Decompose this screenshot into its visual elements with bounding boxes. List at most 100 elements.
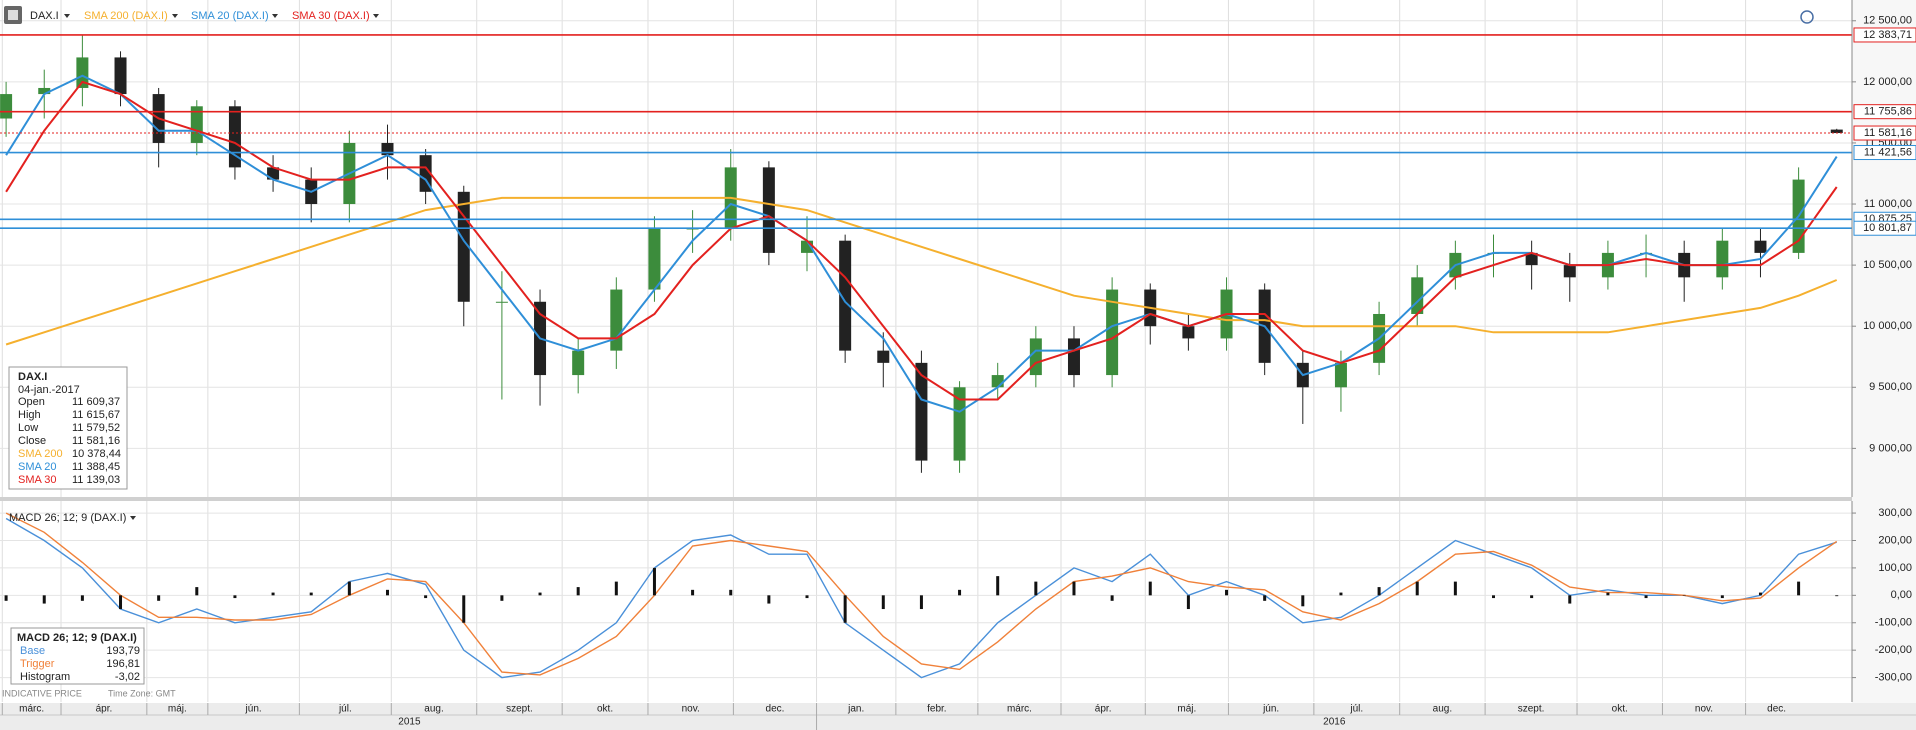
x-tick-label: ápr. <box>96 704 113 715</box>
histogram-bar <box>424 595 428 599</box>
sma-line <box>5 196 1838 346</box>
y-tick-label: 12 000,00 <box>1863 76 1912 88</box>
histogram-bar <box>119 595 123 610</box>
info-label: Close <box>18 435 46 447</box>
x-tick-label: júl. <box>338 704 352 715</box>
y-tick-label: -300,00 <box>1875 672 1912 684</box>
histogram-bar <box>652 567 656 596</box>
macd-info-label: Trigger <box>20 658 55 670</box>
year-label: 2015 <box>398 717 421 728</box>
y-tick-label: 10 000,00 <box>1863 320 1912 332</box>
histogram-bar <box>233 595 237 599</box>
histogram-bar <box>4 595 8 601</box>
y-tick-label: 300,00 <box>1878 507 1912 519</box>
x-tick-label: szept. <box>1518 704 1545 715</box>
level-label-box <box>1853 220 1916 236</box>
candle-body <box>953 387 966 461</box>
x-tick-label: máj. <box>168 704 187 715</box>
histogram-bar <box>1415 581 1419 596</box>
candle-body <box>1106 289 1119 376</box>
macd-line <box>5 517 1837 679</box>
histogram-bar <box>691 589 695 596</box>
x-tick-label: ápr. <box>1095 704 1112 715</box>
legend-entry[interactable]: SMA 200 (DAX.I) <box>84 10 168 22</box>
info-rows: Open 11 609,37 High 11 615,67 Low 11 579,52 Cl… <box>18 396 121 486</box>
candle-body <box>1067 338 1080 376</box>
level-label: 10 801,87 <box>1863 222 1912 234</box>
footer-timezone: Time Zone: GMT <box>108 688 176 698</box>
histogram-bar <box>729 589 733 596</box>
histogram-bar <box>538 592 542 596</box>
dropdown-arrow[interactable] <box>172 14 178 18</box>
histogram-bar <box>1110 595 1114 601</box>
dropdown-arrow[interactable] <box>373 14 379 18</box>
histogram-bar <box>767 595 771 604</box>
histogram-bar <box>1491 595 1495 599</box>
histogram-bar <box>347 581 351 596</box>
macd-info-value: 196,81 <box>106 658 140 670</box>
x-tick-label: okt. <box>597 704 613 715</box>
info-value: 11 139,03 <box>72 474 120 486</box>
histogram-bar <box>195 587 199 596</box>
histogram-bar <box>1453 581 1457 596</box>
candle-body <box>76 57 89 88</box>
chart-icon-inner <box>8 10 18 20</box>
histogram-bar <box>1034 581 1038 596</box>
overlay: DAX.I SMA 200 (DAX.I) SMA 20 (DAX.I) SMA… <box>2 6 1814 698</box>
legend-entry[interactable]: SMA 20 (DAX.I) <box>191 10 269 22</box>
level-label: 11 421,56 <box>1864 146 1912 158</box>
info-value: 11 581,16 <box>72 435 120 447</box>
x-tick-label: okt. <box>1612 704 1628 715</box>
histogram-bar <box>309 592 313 596</box>
candle-body <box>839 240 852 351</box>
info-date: 04-jan.-2017 <box>18 384 80 396</box>
dropdown-arrow[interactable] <box>272 14 278 18</box>
histogram-bar <box>614 581 618 596</box>
candle-body <box>114 57 127 95</box>
histogram-bar <box>919 595 923 610</box>
x-tick-label: júl. <box>1349 704 1363 715</box>
macd-info-title: MACD 26; 12; 9 (DAX.I) <box>17 632 137 644</box>
legend-entry[interactable]: DAX.I <box>30 10 59 22</box>
level-label: 12 383,71 <box>1863 29 1912 41</box>
info-title: DAX.I <box>18 371 47 383</box>
candle-body <box>610 289 623 351</box>
dropdown-arrow[interactable] <box>130 516 136 520</box>
x-tick-label: jan. <box>847 704 864 715</box>
y-tick-label: 200,00 <box>1878 534 1912 546</box>
histogram-bar <box>1758 592 1762 596</box>
y-tick-label: 0,00 <box>1891 589 1912 601</box>
x-tick-label: febr. <box>927 704 946 715</box>
info-value: 11 615,67 <box>72 409 120 421</box>
info-label: Low <box>18 422 38 434</box>
x-tick-label: aug. <box>1433 704 1452 715</box>
candle-body <box>572 350 585 376</box>
level-label: 11 581,16 <box>1864 127 1912 139</box>
candle-body <box>1563 265 1576 278</box>
histogram-bar <box>805 595 809 599</box>
x-tick-label: jún. <box>1262 704 1279 715</box>
macd-info-value: -3,02 <box>115 671 140 683</box>
macd-info-value: 193,79 <box>106 645 140 657</box>
legend-entry[interactable]: SMA 30 (DAX.I) <box>292 10 370 22</box>
level-label-box <box>1853 27 1916 43</box>
pane-separator <box>0 497 1852 501</box>
histogram-bar <box>843 595 847 623</box>
info-label: High <box>18 409 41 421</box>
x-tick-label: máj. <box>1177 704 1196 715</box>
histogram-bar <box>157 595 161 601</box>
info-value: 11 388,45 <box>72 461 120 473</box>
y-tick-label: -200,00 <box>1875 644 1912 656</box>
info-value: 11 609,37 <box>72 396 120 408</box>
dropdown-arrow[interactable] <box>64 14 70 18</box>
clock-icon[interactable] <box>1800 10 1814 24</box>
candle-body <box>1716 240 1729 278</box>
histogram-bar <box>1377 587 1381 596</box>
marks <box>0 34 1852 679</box>
x-tick-label: dec. <box>766 704 785 715</box>
candle-body <box>1830 129 1843 134</box>
candle-body <box>38 87 51 95</box>
histogram-bar <box>1148 581 1152 596</box>
